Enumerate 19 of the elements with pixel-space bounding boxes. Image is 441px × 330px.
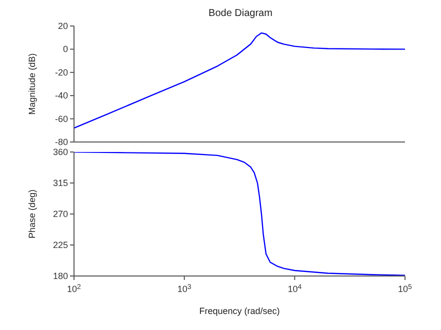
y-tick-label: 20 [58, 21, 68, 31]
x-tick-label: 10$^{5}$ [398, 284, 412, 294]
y-tick-label: 270 [52, 209, 68, 219]
y-tick-label: 180 [52, 271, 68, 281]
y-tick-label: 225 [52, 240, 68, 250]
y-tick-label: 315 [52, 178, 68, 188]
y-tick-label: -20 [54, 67, 68, 78]
x-tick-label: 10$^{4}$ [288, 284, 302, 294]
y-axis-title: Phase (deg) [27, 189, 38, 239]
y-tick-label: -40 [54, 90, 68, 101]
chart-title: Bode Diagram [208, 8, 274, 21]
y-tick-label: -60 [54, 114, 68, 124]
y-tick-label: 360 [52, 147, 68, 157]
y-axis-title: Magnitude (dB) [27, 53, 38, 115]
x-axis-title: Frequency (rad/sec) [199, 306, 280, 316]
x-tick-label: 10$^{3}$ [177, 284, 192, 294]
y-tick-label: 0 [62, 44, 68, 54]
y-tick-label: -80 [54, 137, 68, 147]
x-tick-label: 10$^{2}$ [67, 284, 82, 294]
